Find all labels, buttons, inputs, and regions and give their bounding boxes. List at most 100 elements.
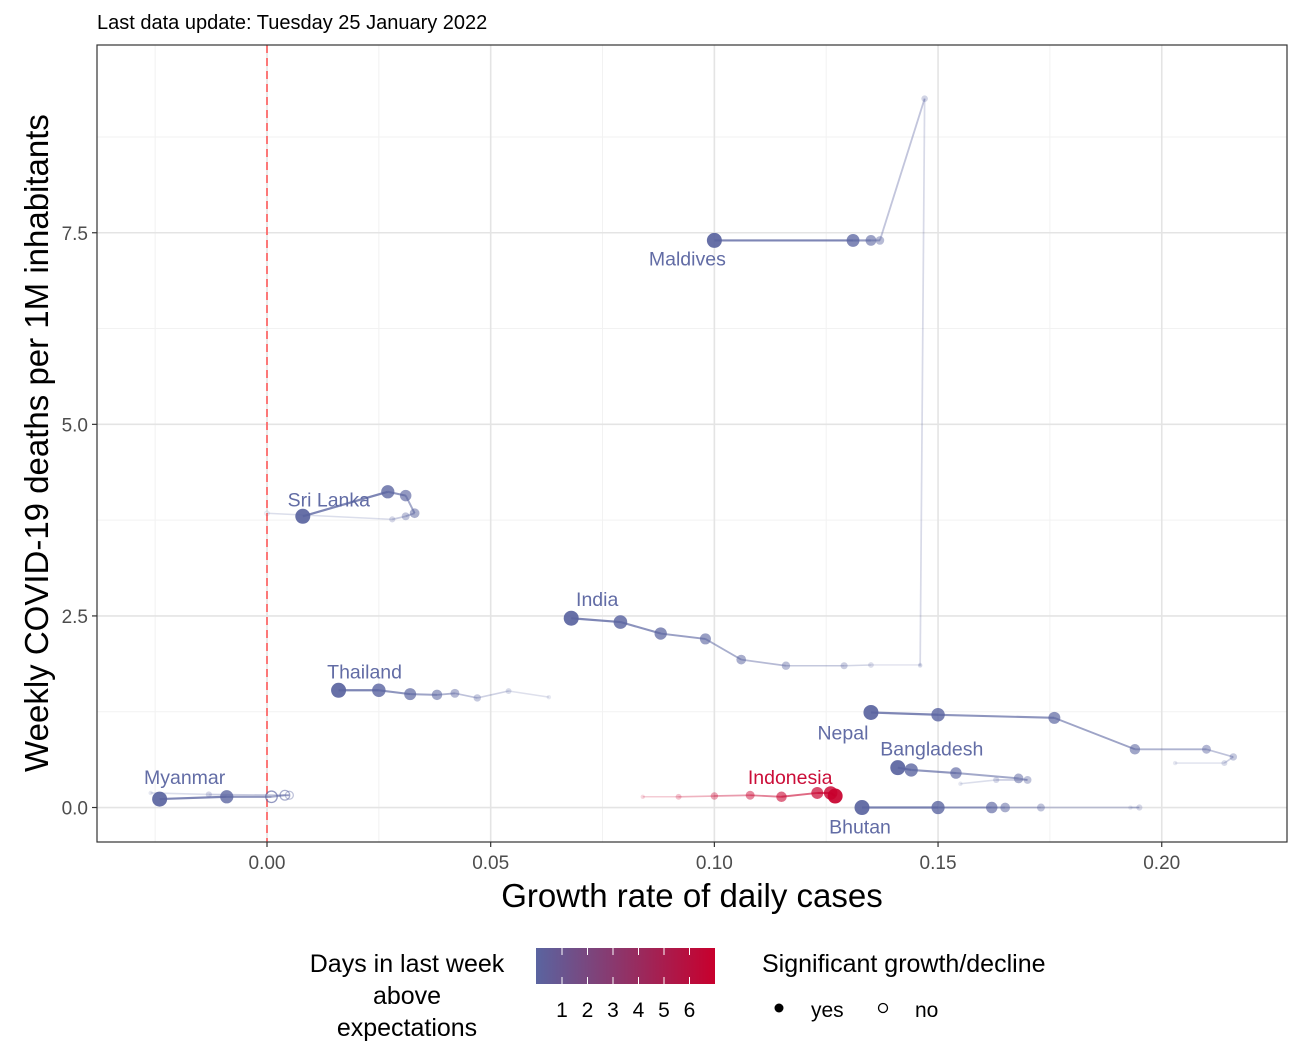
data-point	[986, 801, 998, 814]
x-tick-label: 0.10	[696, 853, 733, 874]
trajectory-segment	[870, 711, 939, 716]
data-point	[148, 790, 153, 796]
data-point	[699, 633, 711, 645]
trajectory-segment	[960, 779, 997, 785]
data-point	[776, 791, 787, 803]
trajectory-segment	[454, 692, 478, 699]
trajectory-segment	[911, 768, 957, 775]
data-point	[846, 233, 860, 247]
trajectory-segment	[1223, 756, 1234, 764]
data-point	[854, 800, 870, 816]
x-tick-label: 0.20	[1143, 853, 1180, 874]
data-point	[409, 508, 420, 519]
data-point	[654, 627, 667, 640]
data-point	[1229, 753, 1238, 761]
colorbar-tick-label: 3	[607, 999, 619, 1022]
data-point	[781, 661, 791, 670]
trajectory-segment	[271, 794, 286, 798]
shape-legend-no-label: no	[915, 999, 938, 1022]
shape-legend-yes-label: yes	[811, 999, 844, 1022]
data-point	[710, 792, 719, 800]
data-point	[1172, 760, 1178, 766]
trajectory-segment	[477, 690, 509, 699]
y-tick-label: 0.0	[62, 799, 88, 820]
x-tick-label: 0.00	[249, 853, 286, 874]
data-point	[890, 760, 906, 776]
y-tick-label: 2.5	[62, 607, 88, 628]
country-label: Sri Lanka	[288, 489, 371, 511]
data-point	[865, 235, 877, 246]
data-point	[1128, 805, 1133, 810]
trajectory-segment	[571, 617, 621, 624]
country-label: Maldives	[649, 248, 726, 270]
shape-legend-filled-marker	[774, 1003, 784, 1013]
data-point	[284, 790, 294, 800]
data-point	[1048, 711, 1061, 724]
data-point	[205, 791, 212, 798]
data-point	[868, 662, 874, 668]
series-bhutan	[854, 800, 1143, 816]
data-point	[399, 489, 412, 502]
trajectory-segment	[392, 515, 406, 521]
shape-legend-title: Significant growth/decline	[762, 950, 1046, 978]
shape-legend-hollow-marker	[877, 1002, 889, 1014]
data-point	[736, 654, 747, 665]
trajectory-segment	[704, 638, 742, 661]
series-myanmar	[148, 789, 294, 807]
trajectory-segment	[1206, 748, 1234, 758]
y-tick-label: 7.5	[62, 224, 88, 245]
plot-border	[96, 44, 1288, 843]
data-point	[401, 512, 410, 521]
x-axis-ticks: 0.00 0.05 0.10 0.15 0.20	[249, 842, 1180, 874]
trajectory-segment	[714, 794, 751, 797]
country-label: Thailand	[327, 661, 402, 683]
data-point	[431, 689, 443, 701]
data-point	[917, 663, 923, 668]
series-nepal	[863, 704, 1238, 767]
data-point	[917, 662, 923, 668]
trajectory-segment	[938, 713, 1055, 719]
data-point	[675, 793, 682, 800]
series-sri-lanka	[264, 485, 420, 524]
data-point	[1036, 803, 1045, 812]
country-labels-layer: Maldives India Sri Lanka Thailand Nepal Bangl…	[144, 248, 983, 838]
country-label: Indonesia	[748, 767, 833, 789]
data-point	[372, 683, 386, 698]
country-label: India	[576, 589, 618, 611]
colorbar-tick-label: 5	[658, 999, 670, 1022]
data-point	[613, 615, 628, 629]
colorbar-tick-label: 1	[556, 999, 568, 1022]
data-point	[931, 800, 945, 815]
data-point	[863, 704, 879, 720]
trajectory-segment	[159, 795, 227, 801]
country-label: Myanmar	[144, 767, 226, 789]
data-point	[473, 694, 481, 702]
colorbar-tick-label: 6	[684, 999, 696, 1022]
color-legend-title-line-1: Days in last week	[310, 950, 505, 978]
data-point	[840, 662, 848, 670]
data-point	[921, 95, 928, 102]
trajectory-segment	[678, 795, 715, 798]
colorbar-tick-label: 2	[582, 999, 594, 1022]
data-point	[706, 232, 722, 248]
trajectory-segment	[266, 512, 393, 521]
y-axis-title: Weekly COVID-19 deaths per 1M inhabitant…	[18, 114, 55, 772]
data-point	[950, 767, 962, 779]
series-layer	[148, 95, 1238, 816]
data-point	[827, 788, 843, 804]
colorbar-tick-label: 4	[633, 999, 645, 1022]
x-tick-label: 0.05	[472, 853, 509, 874]
data-point	[811, 786, 824, 799]
x-axis-title: Growth rate of daily cases	[501, 877, 883, 914]
series-bangladesh	[890, 760, 1032, 786]
trajectory-segment	[508, 690, 549, 698]
data-point	[152, 791, 168, 807]
y-axis-ticks: 0.0 2.5 5.0 7.5	[62, 224, 97, 820]
color-legend-title-line-2: above	[373, 982, 441, 1010]
data-point	[993, 776, 1000, 784]
trajectory-segment	[302, 490, 389, 518]
y-tick-label: 5.0	[62, 415, 88, 436]
data-point	[404, 688, 417, 701]
series-indonesia	[640, 786, 843, 804]
